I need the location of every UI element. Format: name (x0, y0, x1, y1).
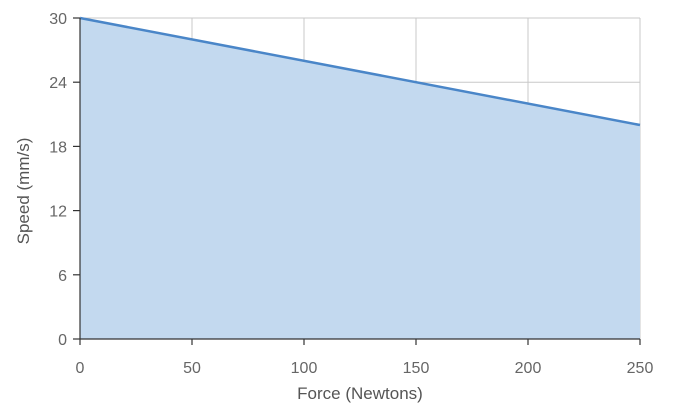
x-tick-label: 150 (403, 360, 430, 377)
area-series (79, 16, 641, 339)
y-tick-label: 12 (49, 204, 67, 221)
x-tick-label: 50 (183, 360, 201, 377)
axes (73, 17, 641, 345)
y-tick-label: 0 (58, 332, 67, 349)
y-tick-label: 18 (49, 139, 67, 156)
x-axis-title: Force (Newtons) (297, 384, 423, 403)
y-tick-label: 24 (49, 75, 67, 92)
x-tick-label: 250 (627, 360, 654, 377)
x-tick-label: 0 (76, 360, 85, 377)
y-axis-title: Speed (mm/s) (14, 138, 33, 245)
x-tick-labels: 0 50 100 150 200 250 (76, 360, 654, 377)
y-tick-labels: 0 6 12 18 24 30 (49, 11, 67, 349)
x-tick-label: 200 (515, 360, 542, 377)
x-tick-label: 100 (291, 360, 318, 377)
y-tick-label: 6 (58, 268, 67, 285)
series-line (79, 16, 641, 127)
area-fill (80, 18, 640, 339)
y-tick-label: 30 (49, 11, 67, 28)
